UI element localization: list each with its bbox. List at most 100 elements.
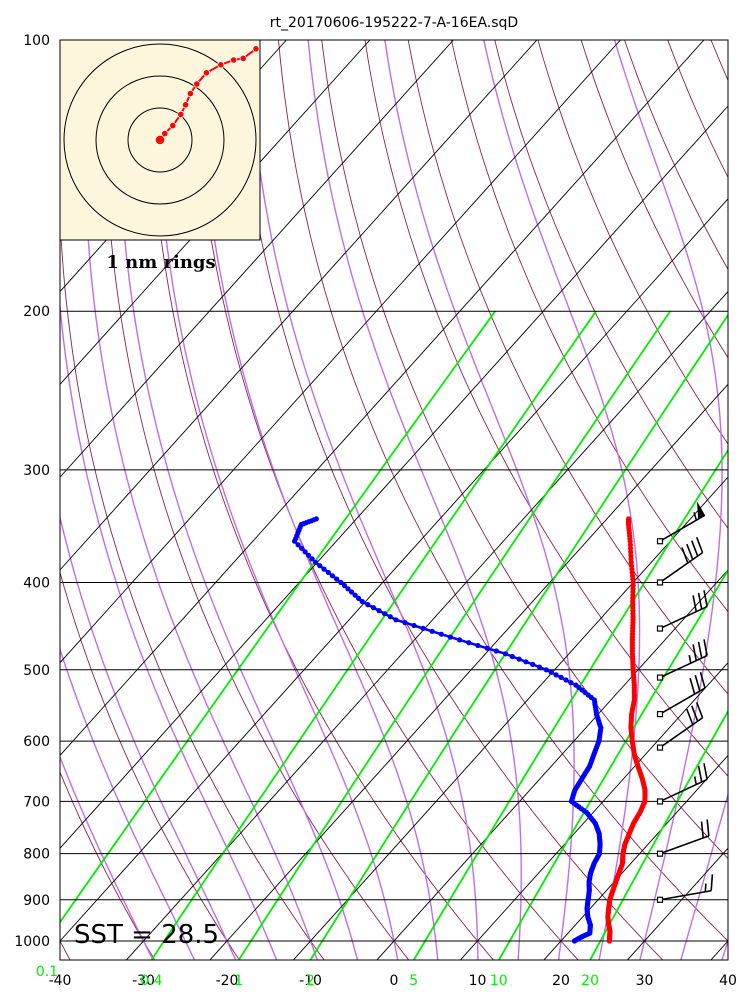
dewpoint-profile-point — [553, 672, 559, 678]
dewpoint-profile-point — [523, 659, 529, 665]
isotherm-line — [626, 847, 728, 960]
dry-adiabat-line — [407, 40, 728, 695]
hodograph-point — [193, 80, 201, 88]
isotherm-line — [0, 40, 36, 960]
hodograph-point — [252, 45, 260, 53]
plot-area — [0, 40, 728, 960]
dewpoint-profile-point — [382, 611, 388, 617]
dewpoint-profile-point — [317, 563, 323, 569]
station-marker — [656, 674, 664, 681]
station-marker — [656, 850, 664, 857]
dewpoint-profile-point — [338, 579, 344, 586]
isotherm-line — [710, 940, 728, 960]
dewpoint-profile-point — [509, 653, 515, 660]
mixing-ratio-label: 10 — [490, 973, 508, 989]
isotherm-line — [60, 40, 454, 478]
hodograph-point — [239, 54, 247, 63]
pressure-tick-label: 600 — [23, 734, 50, 750]
pressure-tick-label: 900 — [23, 893, 50, 909]
chart-title: rt_20170606-195222-7-A-16EA.sqD — [270, 15, 518, 31]
dry-adiabat-line — [451, 40, 728, 613]
temperature-tick-label: 10 — [469, 973, 487, 989]
wind-barb — [656, 672, 706, 718]
moist-adiabat-line — [154, 40, 399, 960]
dewpoint-profile-point — [325, 569, 331, 576]
isotherm-line — [292, 476, 728, 960]
mixing-ratio-label: 0.1 — [36, 964, 58, 980]
mixing-ratio-label: 5 — [409, 973, 418, 989]
hodograph-ring — [95, 75, 225, 205]
dewpoint-profile-point — [484, 645, 490, 651]
hodograph-point — [169, 122, 177, 130]
moist-adiabat-line — [483, 40, 641, 960]
dewpoint-profile-point — [502, 651, 509, 657]
dewpoint-profile-point — [329, 573, 336, 579]
dewpoint-profile-point — [295, 542, 301, 548]
dewpoint-profile-point — [302, 549, 308, 555]
isotherm-line — [125, 290, 728, 960]
dewpoint-profile-point — [359, 598, 365, 605]
hodograph-point — [217, 61, 225, 69]
dewpoint-profile-point — [475, 642, 481, 649]
temperature-tick-label: -10 — [299, 973, 322, 989]
dry-adiabat-line — [191, 40, 579, 960]
mixing-ratio-label: 0.4 — [140, 973, 162, 989]
wind-barb — [656, 639, 708, 681]
hodograph-inset: 1 nm rings — [59, 39, 261, 273]
mixing-ratio-lines — [60, 310, 728, 960]
dewpoint-profile-point — [548, 669, 554, 675]
dewpoint-profile-point — [568, 680, 574, 686]
dewpoint-profile-point — [313, 516, 319, 522]
dewpoint-profile-point — [457, 637, 463, 643]
dewpoint-profile-point — [309, 556, 315, 562]
pressure-tick-label: 400 — [23, 575, 50, 591]
moist-adiabat-line — [721, 938, 728, 960]
isotherm-line — [60, 40, 538, 571]
mixing-ratio-label: 20 — [581, 973, 599, 989]
dewpoint-profile-point — [429, 628, 435, 634]
dry-adiabat-line — [321, 40, 728, 860]
mixing-ratio-line — [237, 310, 671, 960]
dewpoint-profile-point — [573, 682, 579, 688]
dewpoint-profile-point — [306, 552, 312, 558]
station-marker — [656, 625, 664, 632]
dewpoint-profile-point — [558, 674, 564, 681]
pressure-gridlines — [60, 40, 728, 942]
wind-barb — [656, 501, 706, 545]
dewpoint-profile — [291, 516, 604, 944]
dewpoint-profile-point — [341, 583, 348, 589]
station-marker — [656, 579, 664, 586]
pressure-tick-label: 800 — [23, 847, 50, 863]
dewpoint-profile-point — [334, 576, 340, 582]
station-marker — [656, 711, 664, 718]
temperature-tick-label: -40 — [49, 973, 72, 989]
isotherm-line — [209, 383, 728, 960]
dewpoint-profile-point — [420, 625, 426, 632]
temperature-tick-label: 40 — [719, 973, 737, 989]
dry-adiabat-line — [537, 40, 728, 445]
temperature-tick-label: 0 — [390, 973, 399, 989]
moist-adiabat-line — [60, 647, 196, 960]
pressure-tick-label: 100 — [23, 33, 50, 49]
hodograph-point — [186, 90, 194, 98]
mixing-ratio-label: 1 — [234, 973, 243, 989]
dewpoint-profile-point — [365, 602, 371, 608]
dewpoint-profile-point — [438, 631, 444, 637]
moist-adiabat-line — [60, 40, 278, 960]
temperature-tick-label: 30 — [636, 973, 654, 989]
hodograph-point — [230, 56, 238, 64]
mixing-ratio-line — [498, 568, 728, 960]
dewpoint-profile-point — [387, 614, 393, 620]
dewpoint-profile-point — [447, 634, 453, 640]
moist-adiabat-line — [60, 514, 237, 960]
moist-adiabat-line — [60, 755, 154, 960]
wind-barb — [656, 590, 708, 632]
dry-adiabat-line — [494, 40, 728, 530]
dry-adiabat-line — [710, 40, 728, 82]
isotherm-line — [60, 40, 621, 664]
dry-adiabat-line — [234, 40, 664, 960]
pressure-tick-label: 300 — [23, 463, 50, 479]
moist-adiabat-line — [680, 792, 728, 960]
hodograph-ring — [127, 107, 193, 173]
sst-label: SST = 28.5 — [74, 920, 219, 950]
